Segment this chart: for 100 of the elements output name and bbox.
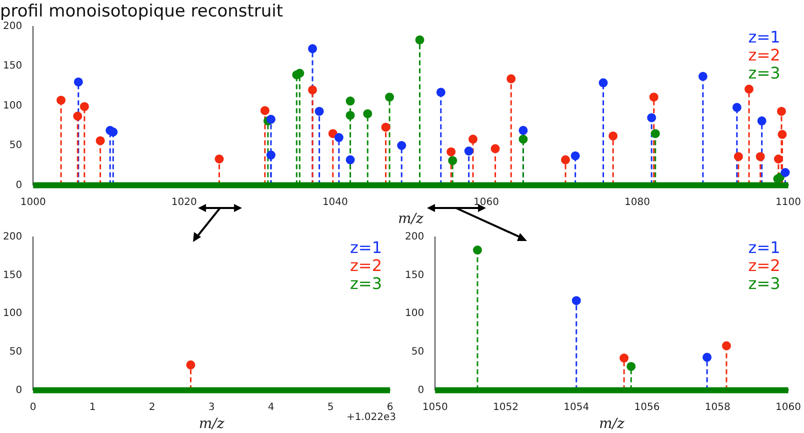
point [598, 78, 608, 88]
y-tick-label: 50 [411, 346, 424, 358]
x-tick-label: 1 [89, 402, 96, 413]
point [334, 133, 344, 142]
point [266, 150, 276, 160]
y-tick-label: 0 [16, 180, 22, 191]
point [518, 126, 528, 135]
legend-label: z=3 [350, 274, 382, 294]
point [698, 72, 708, 81]
text: z=3 [748, 64, 780, 83]
legend-label: z=1 [350, 238, 382, 258]
y-tick-label: 150 [2, 270, 22, 281]
point [464, 146, 474, 156]
y-tick-label: 50 [9, 140, 22, 152]
chart-title: profil monoisotopique reconstruit [0, 2, 284, 22]
x-tick-label: 5 [327, 402, 334, 413]
point [363, 109, 372, 118]
point [446, 147, 456, 156]
point [468, 134, 478, 144]
point [649, 92, 658, 102]
x-axis-title: m/z [398, 211, 424, 228]
x-tick-label: 1050 [422, 402, 448, 413]
point [732, 102, 742, 112]
point [415, 35, 424, 44]
x-tick-label: 6 [386, 402, 394, 413]
point [744, 84, 754, 94]
text: z=3 [748, 274, 780, 294]
point [626, 362, 636, 371]
y-tick-label: 0 [418, 384, 424, 396]
y-tick-label: 50 [9, 346, 22, 358]
point [385, 92, 394, 102]
point [448, 156, 458, 166]
point [308, 44, 318, 54]
point [722, 341, 731, 350]
point [80, 102, 89, 112]
point [346, 155, 355, 164]
text: z=2 [748, 256, 780, 276]
point [314, 106, 324, 116]
point [308, 85, 318, 94]
x-tick-label: 1040 [322, 196, 348, 208]
series-label: z=2 [748, 46, 780, 65]
y-tick-label: 150 [2, 60, 22, 72]
y-tick-label: 100 [2, 100, 22, 112]
point [518, 134, 528, 144]
x-tick-label: 1080 [624, 196, 650, 208]
point [56, 96, 66, 105]
point [560, 155, 570, 164]
point [74, 77, 83, 86]
point [620, 354, 629, 363]
text: z=1 [748, 28, 780, 47]
point [774, 154, 783, 164]
point [295, 68, 304, 78]
x-tick-label: 1060 [473, 196, 499, 208]
point [96, 136, 105, 146]
y-tick-label: 100 [404, 308, 424, 320]
point [756, 152, 765, 162]
point [266, 114, 276, 124]
x-tick-label: 4 [268, 402, 274, 413]
x-tick-label: 1054 [564, 402, 590, 413]
x-tick-label: 1100 [776, 196, 801, 208]
x-tick-label: 2 [148, 402, 156, 413]
x-tick-label: 1056 [634, 402, 660, 413]
x-tick-label: 1060 [776, 402, 801, 413]
text: +1.022e3 [346, 412, 396, 423]
point [214, 154, 224, 164]
point [572, 296, 581, 306]
x-tick-label: 1020 [171, 196, 197, 208]
point [702, 352, 712, 362]
x-axis-title: m/z [198, 416, 225, 432]
x-tick-label: 1058 [704, 402, 730, 413]
point [436, 88, 446, 97]
point [757, 116, 766, 126]
x-tick-label: 1000 [20, 196, 46, 208]
point [346, 110, 355, 120]
point [260, 106, 270, 116]
point [650, 129, 660, 138]
point [776, 106, 786, 116]
y-tick-label: 200 [2, 232, 22, 243]
y-tick-label: 100 [2, 308, 22, 320]
y-tick-label: 0 [16, 384, 22, 396]
text: z=2 [350, 256, 382, 276]
point [346, 96, 355, 106]
point [506, 74, 516, 84]
x-tick-label: 3 [208, 402, 215, 413]
point [647, 113, 656, 122]
point [328, 129, 338, 138]
point [780, 168, 790, 177]
y-tick-label: 150 [404, 270, 424, 281]
x-tick-label: 0 [30, 402, 36, 413]
point [73, 112, 82, 121]
text: z=1 [748, 238, 780, 258]
point [778, 130, 787, 139]
point [734, 152, 743, 162]
point [381, 122, 390, 132]
point [490, 144, 500, 154]
point [472, 246, 482, 255]
point [570, 151, 580, 160]
x-tick-label: 1052 [493, 402, 518, 413]
point [608, 131, 618, 140]
point [397, 141, 406, 150]
